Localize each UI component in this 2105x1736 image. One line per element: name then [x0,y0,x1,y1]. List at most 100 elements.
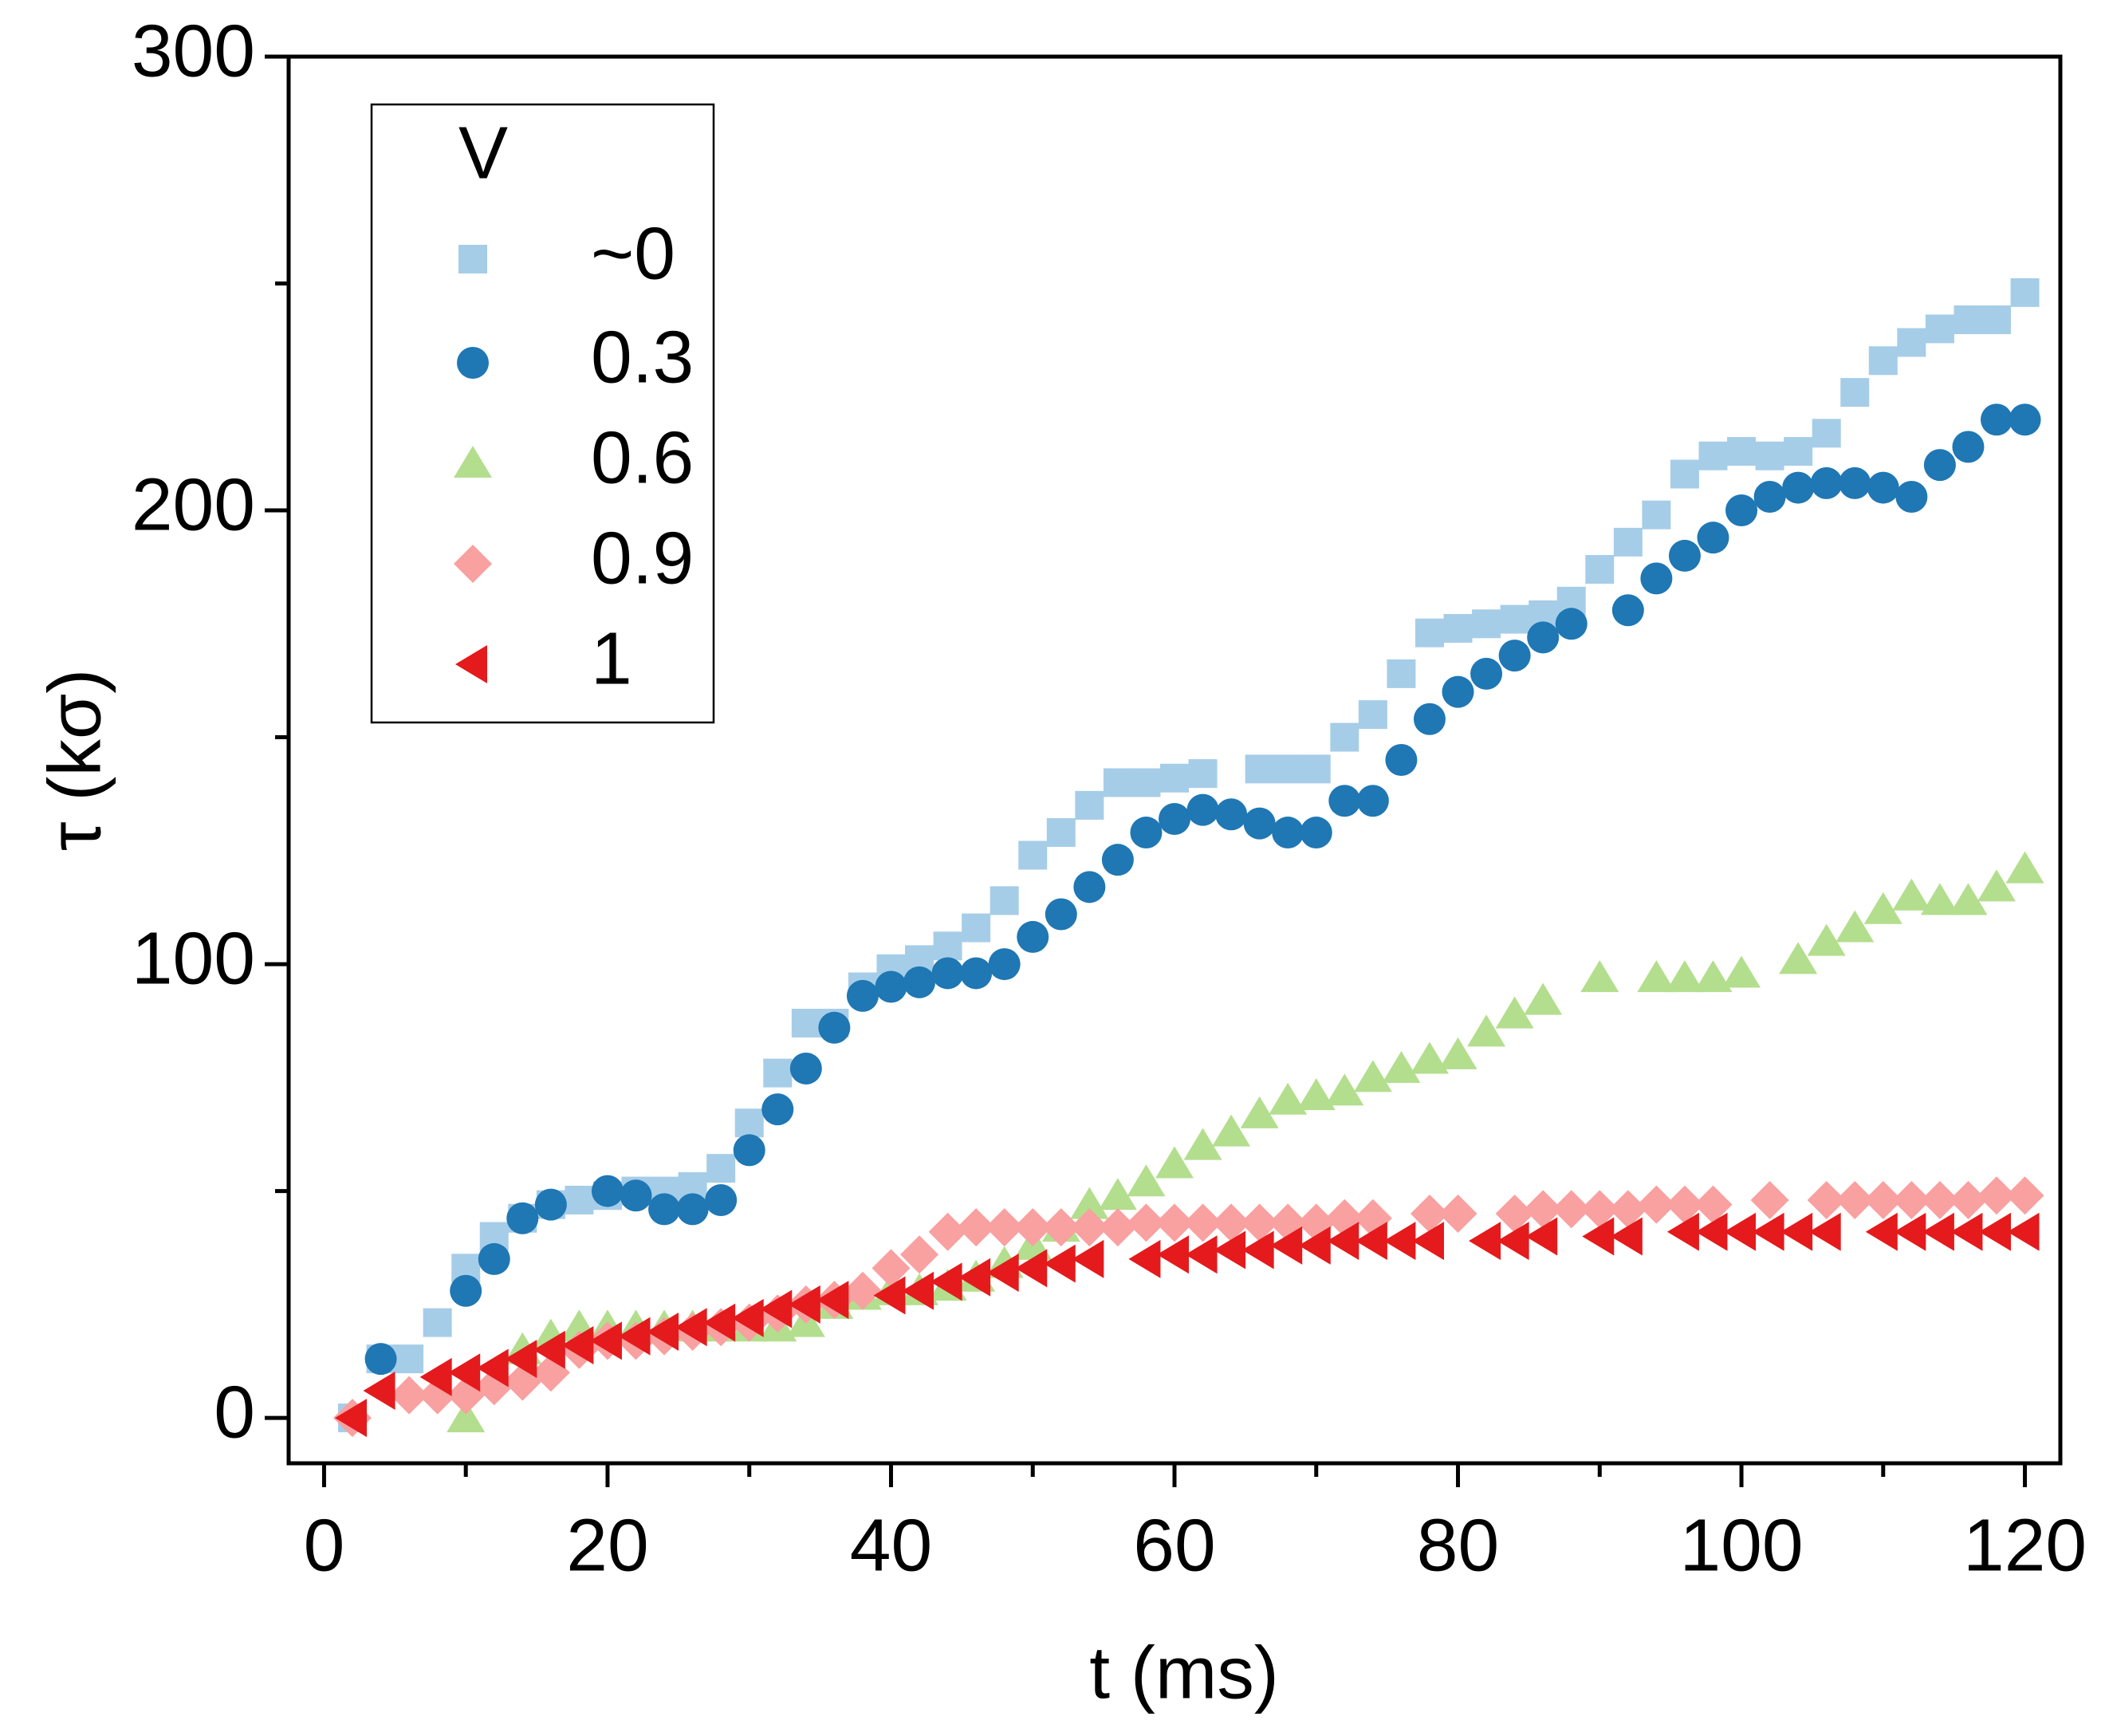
marker-square [990,886,1019,915]
marker-circle [1952,431,1985,463]
marker-square [1954,305,1983,335]
marker-triangle [1694,960,1733,993]
y-axis-label: τ (kσ) [33,669,116,851]
marker-triangle [1835,910,1875,943]
marker-circle [1782,471,1815,504]
marker-triangle-left [1894,1212,1926,1251]
marker-circle [931,957,964,990]
marker-triangle-left [902,1271,934,1310]
marker-triangle-left [589,1321,622,1360]
marker-diamond [872,1249,911,1288]
marker-triangle-left [1241,1230,1274,1270]
marker-triangle-left [1185,1235,1218,1274]
marker-square [706,1154,736,1183]
marker-square [1840,378,1870,407]
marker-circle [761,1093,794,1126]
marker-diamond [1863,1180,1902,1219]
marker-triangle-left [930,1262,962,1301]
marker-diamond [1098,1208,1137,1247]
marker-square [1727,437,1757,466]
marker-diamond [928,1212,967,1251]
marker-diamond [2005,1176,2044,1215]
marker-triangle-left [618,1317,651,1356]
marker-triangle-left [1610,1217,1643,1256]
marker-circle [1923,449,1956,482]
marker-circle [1981,403,2013,436]
marker-diamond [1750,1180,1789,1219]
marker-circle [1101,844,1134,876]
marker-triangle [1325,1073,1364,1106]
marker-triangle [1240,1096,1279,1128]
x-tick-label: 40 [850,1504,932,1587]
marker-diamond [1580,1190,1619,1229]
marker-triangle [1665,960,1704,993]
marker-square [1245,754,1274,784]
marker-triangle-left [533,1330,565,1369]
marker-triangle [1977,869,2016,902]
marker-triangle-left [1666,1212,1699,1251]
marker-triangle-left [873,1276,906,1315]
marker-triangle-left [647,1312,679,1351]
legend-label: 0.3 [591,316,694,399]
x-axis-label: t (ms) [1089,1632,1279,1714]
x-tick-label: 100 [1679,1504,1803,1587]
marker-circle [1356,785,1389,817]
marker-square [1868,346,1898,376]
marker-diamond [1410,1195,1449,1234]
marker-triangle [454,446,492,478]
marker-triangle-left [1015,1249,1048,1288]
marker-diamond [1694,1185,1733,1224]
marker-triangle [1580,960,1619,993]
marker-triangle [1438,1037,1477,1069]
marker-square [1698,441,1728,470]
marker-diamond [1977,1176,2016,1215]
marker-diamond [1524,1190,1563,1229]
marker-diamond [900,1235,939,1274]
marker-square [1387,659,1416,688]
marker-triangle-left [788,1285,820,1324]
marker-square [565,1185,594,1214]
marker-triangle [1127,1164,1166,1197]
marker-diamond [957,1208,996,1247]
marker-triangle-left [363,1371,395,1410]
marker-circle [1300,817,1332,849]
marker-diamond [843,1271,882,1310]
marker-triangle-left [816,1281,849,1320]
marker-triangle-left [1808,1212,1841,1251]
marker-circle [1130,817,1163,849]
marker-square [1613,527,1643,557]
marker-triangle [1212,1114,1251,1147]
marker-diamond [1240,1203,1279,1242]
marker-triangle [1098,1178,1137,1210]
marker-circle [1385,744,1418,776]
marker-triangle-left [1327,1222,1359,1261]
marker-triangle-left [334,1399,367,1438]
marker-circle [1498,640,1531,672]
marker-circle [1159,802,1190,835]
legend-label: 1 [591,617,632,700]
marker-circle [676,1193,709,1226]
marker-circle [1243,807,1276,840]
marker-diamond [1495,1195,1534,1234]
marker-triangle [1892,878,1931,911]
marker-square [1301,754,1331,784]
marker-triangle-left [958,1258,991,1297]
marker-circle [364,1343,397,1376]
marker-square [1330,722,1359,752]
marker-diamond [1892,1180,1931,1219]
marker-circle [733,1134,765,1167]
marker-triangle-left [476,1348,509,1388]
marker-circle [2009,403,2041,436]
marker-triangle-left [1950,1212,1983,1251]
marker-triangle-left [1780,1212,1813,1251]
marker-circle [1272,817,1304,849]
marker-triangle-left [731,1298,764,1337]
marker-circle [1867,471,1899,504]
marker-triangle [1495,996,1534,1029]
x-tick-label: 120 [1963,1504,2087,1587]
marker-diamond [1212,1203,1251,1242]
marker-circle [1668,539,1701,572]
marker-circle [478,1242,510,1275]
marker-triangle-left [1922,1212,1954,1251]
marker-triangle-left [1497,1222,1529,1261]
